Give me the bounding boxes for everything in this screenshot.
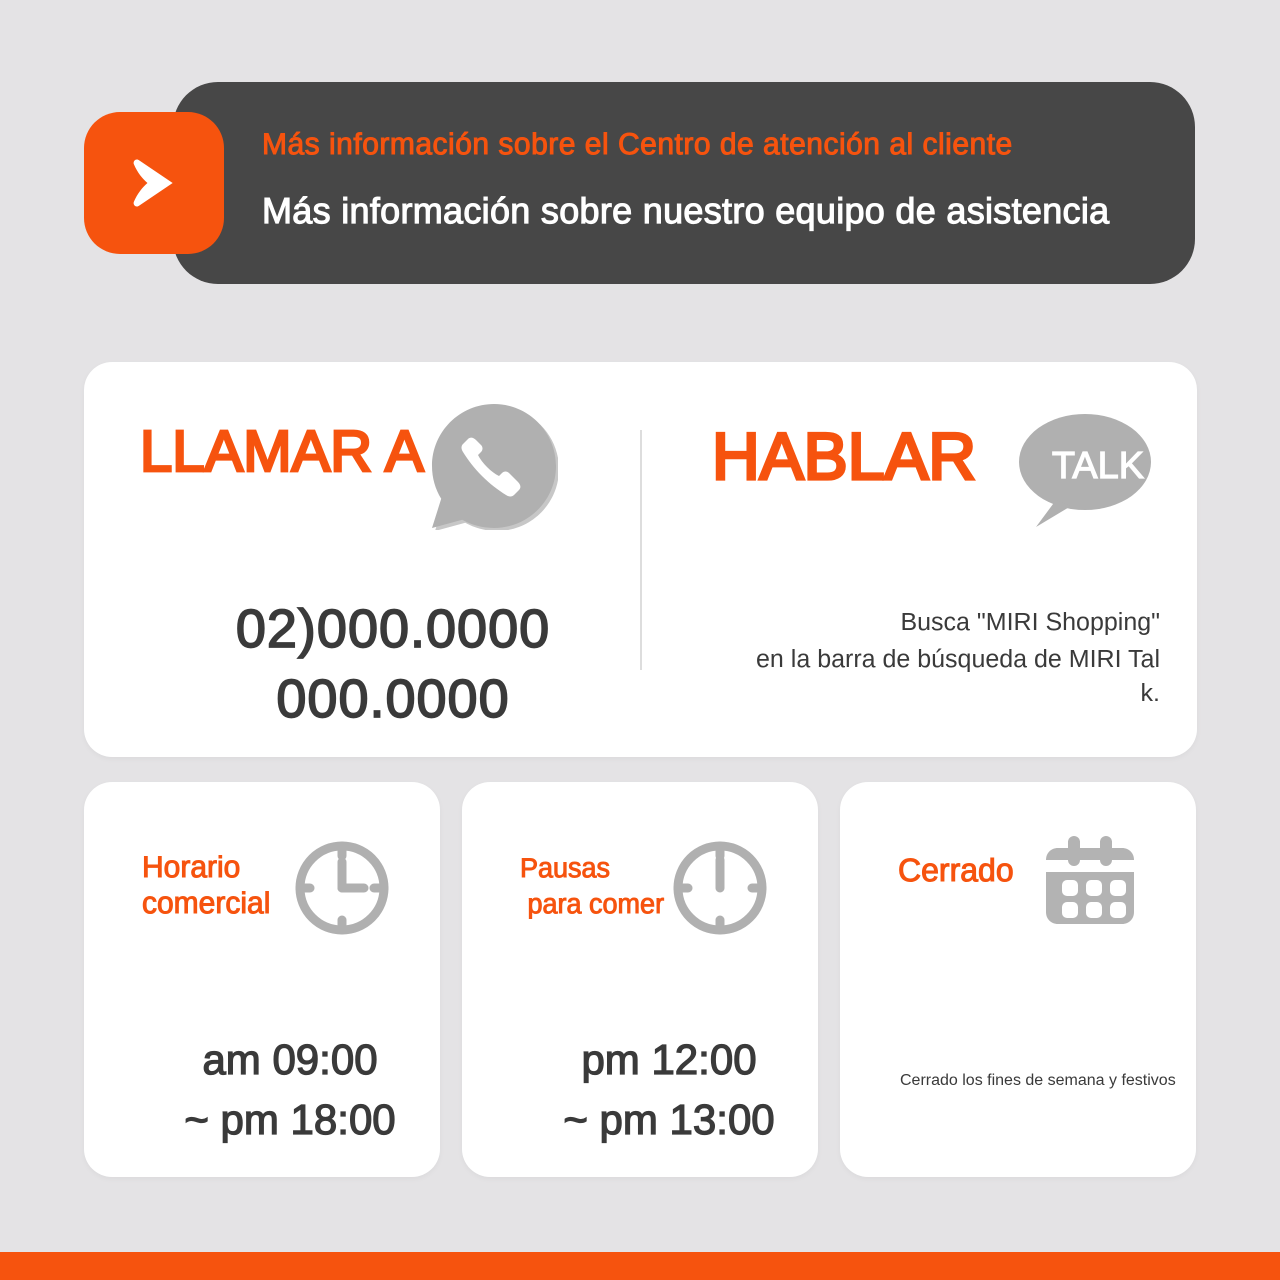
svg-text:TALK: TALK xyxy=(1052,445,1146,487)
